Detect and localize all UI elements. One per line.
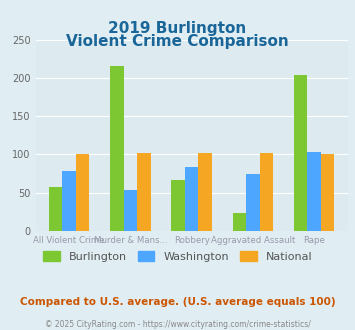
Bar [62,171,76,231]
Text: Violent Crime Comparison: Violent Crime Comparison [66,34,289,49]
Text: Compared to U.S. average. (U.S. average equals 100): Compared to U.S. average. (U.S. average … [20,297,335,307]
Text: 2019 Burlington: 2019 Burlington [108,21,247,36]
Bar [198,153,212,231]
Bar [124,190,137,231]
Bar [246,174,260,231]
Bar [49,187,62,231]
Legend: Burlington, Washington, National: Burlington, Washington, National [38,247,317,267]
Bar [171,181,185,231]
Bar [137,153,151,231]
Bar [185,167,198,231]
Bar [307,152,321,231]
Bar [233,214,246,231]
Bar [294,75,307,231]
Bar [110,66,124,231]
Bar [321,154,334,231]
Bar [76,154,89,231]
Bar [260,153,273,231]
Text: © 2025 CityRating.com - https://www.cityrating.com/crime-statistics/: © 2025 CityRating.com - https://www.city… [45,320,310,329]
